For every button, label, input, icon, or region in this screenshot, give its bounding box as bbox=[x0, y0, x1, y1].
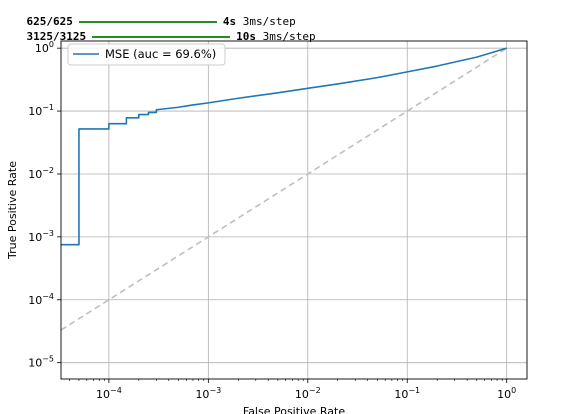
y-axis-label: True Positive Rate bbox=[6, 161, 19, 260]
y-tick-label: 100 bbox=[35, 40, 54, 55]
progress-count: 625/625 bbox=[26, 15, 73, 28]
plot-curves bbox=[60, 47, 508, 331]
y-axis-ticks: 10−5 10−4 10−3 10−2 10−1 100 bbox=[28, 40, 61, 370]
y-tick-label: 10−3 bbox=[28, 229, 54, 244]
x-axis-ticks: 10−4 10−3 10−2 10−1 100 bbox=[69, 379, 516, 401]
x-tick-label: 10−1 bbox=[394, 386, 420, 401]
roc-chart: 10−4 10−3 10−2 10−1 100 10−5 10−4 10−3 10−2 10−1… bbox=[6, 40, 528, 414]
step-rate: 3ms/step bbox=[262, 30, 316, 43]
progress-count: 3125/3125 bbox=[26, 30, 87, 43]
legend: MSE (auc = 69.6%) bbox=[67, 43, 226, 66]
y-tick-label: 10−4 bbox=[28, 292, 54, 307]
x-tick-label: 100 bbox=[497, 386, 516, 401]
chance-diagonal-line bbox=[60, 47, 508, 331]
progress-bar bbox=[92, 36, 231, 38]
x-tick-label: 10−3 bbox=[195, 386, 221, 401]
plot-frame bbox=[60, 40, 528, 380]
x-tick-label: 10−4 bbox=[96, 386, 122, 401]
y-tick-label: 10−1 bbox=[28, 103, 54, 118]
roc-curve-mse bbox=[61, 47, 507, 246]
console-output: 625/625 4s 3ms/step 3125/3125 10s 3ms/step bbox=[0, 0, 565, 43]
elapsed-time: 4s bbox=[222, 15, 237, 28]
legend-box bbox=[67, 43, 226, 66]
y-tick-label: 10−5 bbox=[28, 355, 54, 370]
console-line-2: 3125/3125 10s 3ms/step bbox=[0, 16, 316, 43]
elapsed-time: 10s bbox=[236, 30, 256, 43]
progress-bar bbox=[78, 21, 217, 23]
console-line-1: 625/625 4s 3ms/step bbox=[0, 1, 296, 28]
legend-label: MSE (auc = 69.6%) bbox=[105, 47, 216, 61]
x-axis-label: False Positive Rate bbox=[243, 405, 345, 414]
grid-lines bbox=[61, 41, 527, 379]
x-tick-label: 10−2 bbox=[295, 386, 321, 401]
y-tick-label: 10−2 bbox=[28, 166, 54, 181]
step-rate: 3ms/step bbox=[242, 15, 296, 28]
